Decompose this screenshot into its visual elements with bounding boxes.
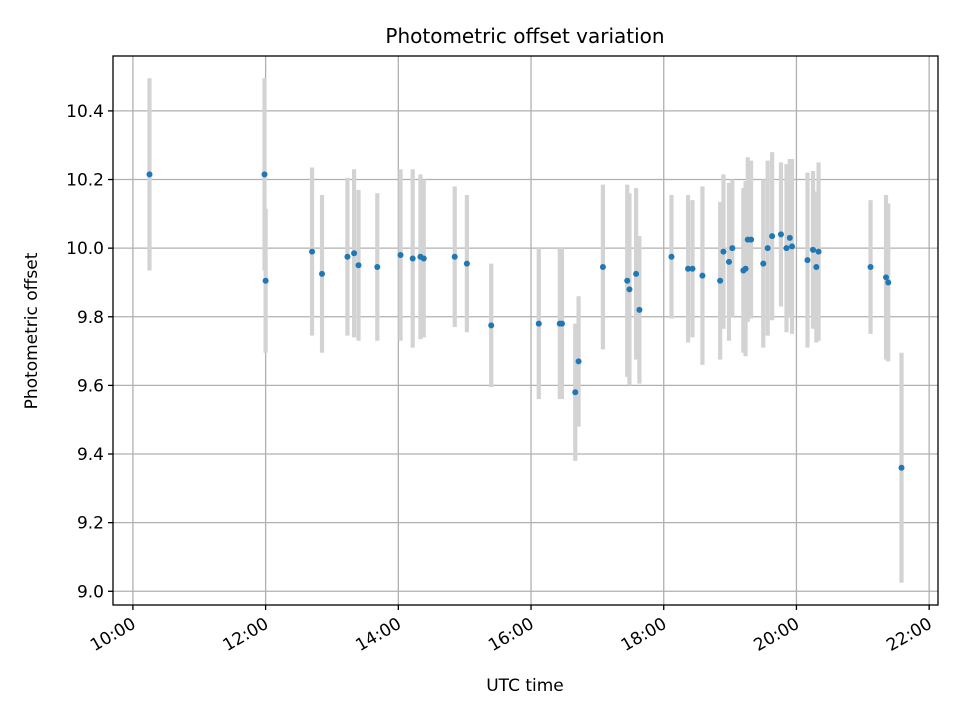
data-point — [729, 245, 736, 252]
data-point — [883, 274, 890, 281]
data-point — [815, 248, 822, 255]
data-point — [463, 260, 470, 267]
data-point — [636, 306, 643, 313]
data-point — [764, 245, 771, 252]
data-point — [720, 248, 727, 255]
y-tick-label: 10.2 — [66, 171, 104, 191]
data-point — [261, 171, 268, 178]
data-point — [488, 322, 495, 329]
data-point — [146, 171, 153, 178]
data-point — [633, 270, 640, 277]
data-point — [748, 236, 755, 243]
data-point — [725, 258, 732, 265]
x-axis-title: UTC time — [486, 676, 564, 696]
data-point — [689, 265, 696, 272]
data-point — [668, 253, 675, 260]
data-point — [535, 320, 542, 327]
data-point — [351, 250, 358, 257]
data-point — [599, 264, 606, 271]
grid — [113, 56, 938, 605]
data-point — [898, 464, 905, 471]
data-point — [626, 286, 633, 293]
data-point — [685, 265, 692, 272]
data-point — [262, 277, 269, 284]
data-point — [742, 265, 749, 272]
data-point — [783, 245, 790, 252]
data-point — [813, 264, 820, 271]
y-tick-label: 9.4 — [77, 445, 104, 465]
y-axis-title: Photometric offset — [22, 252, 42, 409]
y-tick-label: 10.0 — [66, 239, 104, 259]
data-point — [789, 243, 796, 250]
data-point — [699, 272, 706, 279]
data-point — [572, 389, 579, 396]
data-points — [146, 171, 905, 471]
data-point — [885, 279, 892, 286]
data-point — [804, 257, 811, 264]
data-point — [319, 270, 326, 277]
data-point — [374, 264, 381, 271]
data-point — [451, 253, 458, 260]
plot-frame — [112, 55, 939, 606]
data-point — [717, 277, 724, 284]
chart-title: Photometric offset variation — [385, 24, 664, 48]
y-tick-label: 9.0 — [77, 582, 104, 602]
data-point — [420, 255, 427, 262]
y-tick-label: 9.6 — [77, 376, 104, 396]
data-point — [575, 358, 582, 365]
data-point — [810, 246, 817, 253]
data-point — [624, 277, 631, 284]
y-tick-label: 9.8 — [77, 308, 104, 328]
data-point — [355, 262, 362, 269]
y-axis-ticks: 9.0 9.2 9.4 9.6 9.8 10.0 10.2 10.4 — [66, 102, 113, 602]
data-point — [558, 320, 565, 327]
data-point — [867, 264, 874, 271]
data-point — [760, 260, 767, 267]
data-point — [397, 252, 404, 259]
data-point — [309, 248, 316, 255]
data-point — [344, 253, 351, 260]
y-tick-label: 9.2 — [77, 514, 104, 534]
data-point — [777, 231, 784, 238]
y-tick-label: 10.4 — [66, 102, 104, 122]
data-point — [769, 233, 776, 240]
data-point — [409, 255, 416, 262]
data-point — [786, 234, 793, 241]
